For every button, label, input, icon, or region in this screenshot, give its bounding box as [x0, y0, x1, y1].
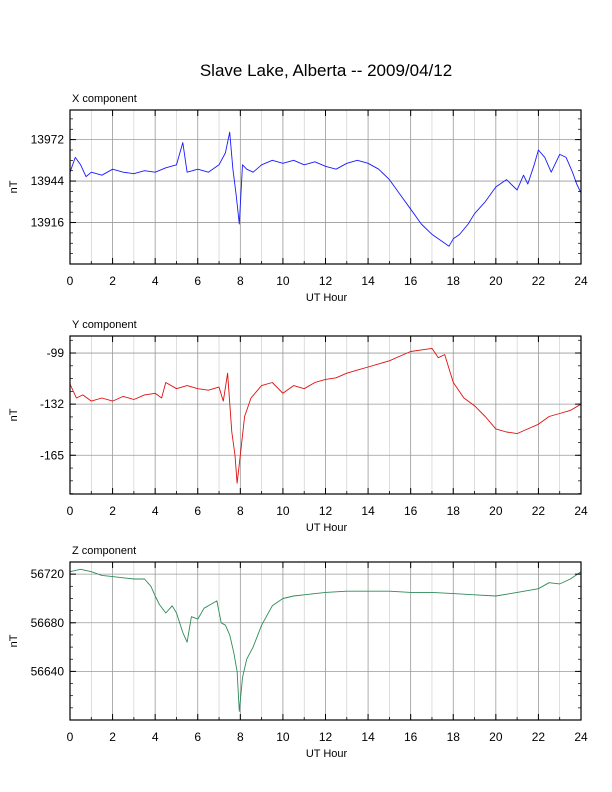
x-tick-label: 4 — [152, 504, 159, 518]
series-line — [69, 131, 582, 247]
x-tick-label: 12 — [319, 504, 333, 518]
x-tick-label: 22 — [532, 504, 546, 518]
x-tick-label: 2 — [109, 274, 116, 288]
x-tick-label: 24 — [574, 274, 588, 288]
x-tick-label: 18 — [447, 274, 461, 288]
y-tick-label: 13944 — [31, 174, 65, 188]
x-tick-label: 6 — [194, 504, 201, 518]
x-tick-label: 2 — [109, 504, 116, 518]
x-tick-label: 4 — [152, 274, 159, 288]
y-tick-label: 56640 — [31, 664, 65, 678]
x-tick-label: 10 — [276, 504, 290, 518]
x-tick-label: 22 — [532, 274, 546, 288]
y-axis-title: nT — [8, 634, 20, 647]
x-tick-label: 18 — [447, 504, 461, 518]
y-tick-label: -132 — [40, 397, 64, 411]
x-tick-label: 12 — [319, 730, 333, 744]
x-tick-label: 6 — [194, 730, 201, 744]
x-tick-label: 0 — [67, 274, 74, 288]
y-tick-label: 56680 — [31, 616, 65, 630]
series-line — [69, 568, 582, 712]
x-axis-title: UT Hour — [306, 748, 348, 760]
panel-label: X component — [72, 93, 137, 105]
x-tick-label: 14 — [361, 274, 375, 288]
x-tick-label: 4 — [152, 730, 159, 744]
x-tick-label: 20 — [489, 730, 503, 744]
x-tick-label: 6 — [194, 274, 201, 288]
x-tick-label: 12 — [319, 274, 333, 288]
x-tick-label: 24 — [574, 504, 588, 518]
x-tick-label: 2 — [109, 730, 116, 744]
x-tick-label: 14 — [361, 730, 375, 744]
y-tick-label: 56720 — [31, 567, 65, 581]
panel-label: Y component — [72, 319, 137, 331]
series-line — [69, 347, 582, 484]
y-axis-title: nT — [8, 180, 20, 193]
x-tick-label: 8 — [237, 274, 244, 288]
x-tick-label: 22 — [532, 730, 546, 744]
x-tick-label: 10 — [276, 274, 290, 288]
panel-label: Z component — [72, 545, 136, 557]
x-tick-label: 14 — [361, 504, 375, 518]
panel-2: 0 2 4 6 8 10 12 14 16 18 20 22 24-165-132-99Y compon… — [8, 319, 588, 534]
x-tick-label: 20 — [489, 504, 503, 518]
y-axis-title: nT — [8, 408, 20, 421]
x-tick-label: 8 — [237, 730, 244, 744]
y-tick-label: -165 — [40, 448, 64, 462]
x-tick-label: 0 — [67, 730, 74, 744]
x-tick-label: 24 — [574, 730, 588, 744]
x-tick-label: 10 — [276, 730, 290, 744]
x-tick-label: 8 — [237, 504, 244, 518]
x-axis-title: UT Hour — [306, 292, 348, 304]
x-tick-label: 0 — [67, 504, 74, 518]
x-tick-label: 18 — [447, 730, 461, 744]
y-tick-label: -99 — [47, 346, 65, 360]
x-axis-title: UT Hour — [306, 522, 348, 534]
x-tick-label: 16 — [404, 730, 418, 744]
x-tick-label: 20 — [489, 274, 503, 288]
y-tick-label: 13972 — [31, 133, 65, 147]
x-tick-label: 16 — [404, 274, 418, 288]
y-tick-label: 13916 — [31, 216, 65, 230]
x-tick-label: 16 — [404, 504, 418, 518]
figure-title: Slave Lake, Alberta -- 2009/04/12 — [200, 61, 452, 80]
